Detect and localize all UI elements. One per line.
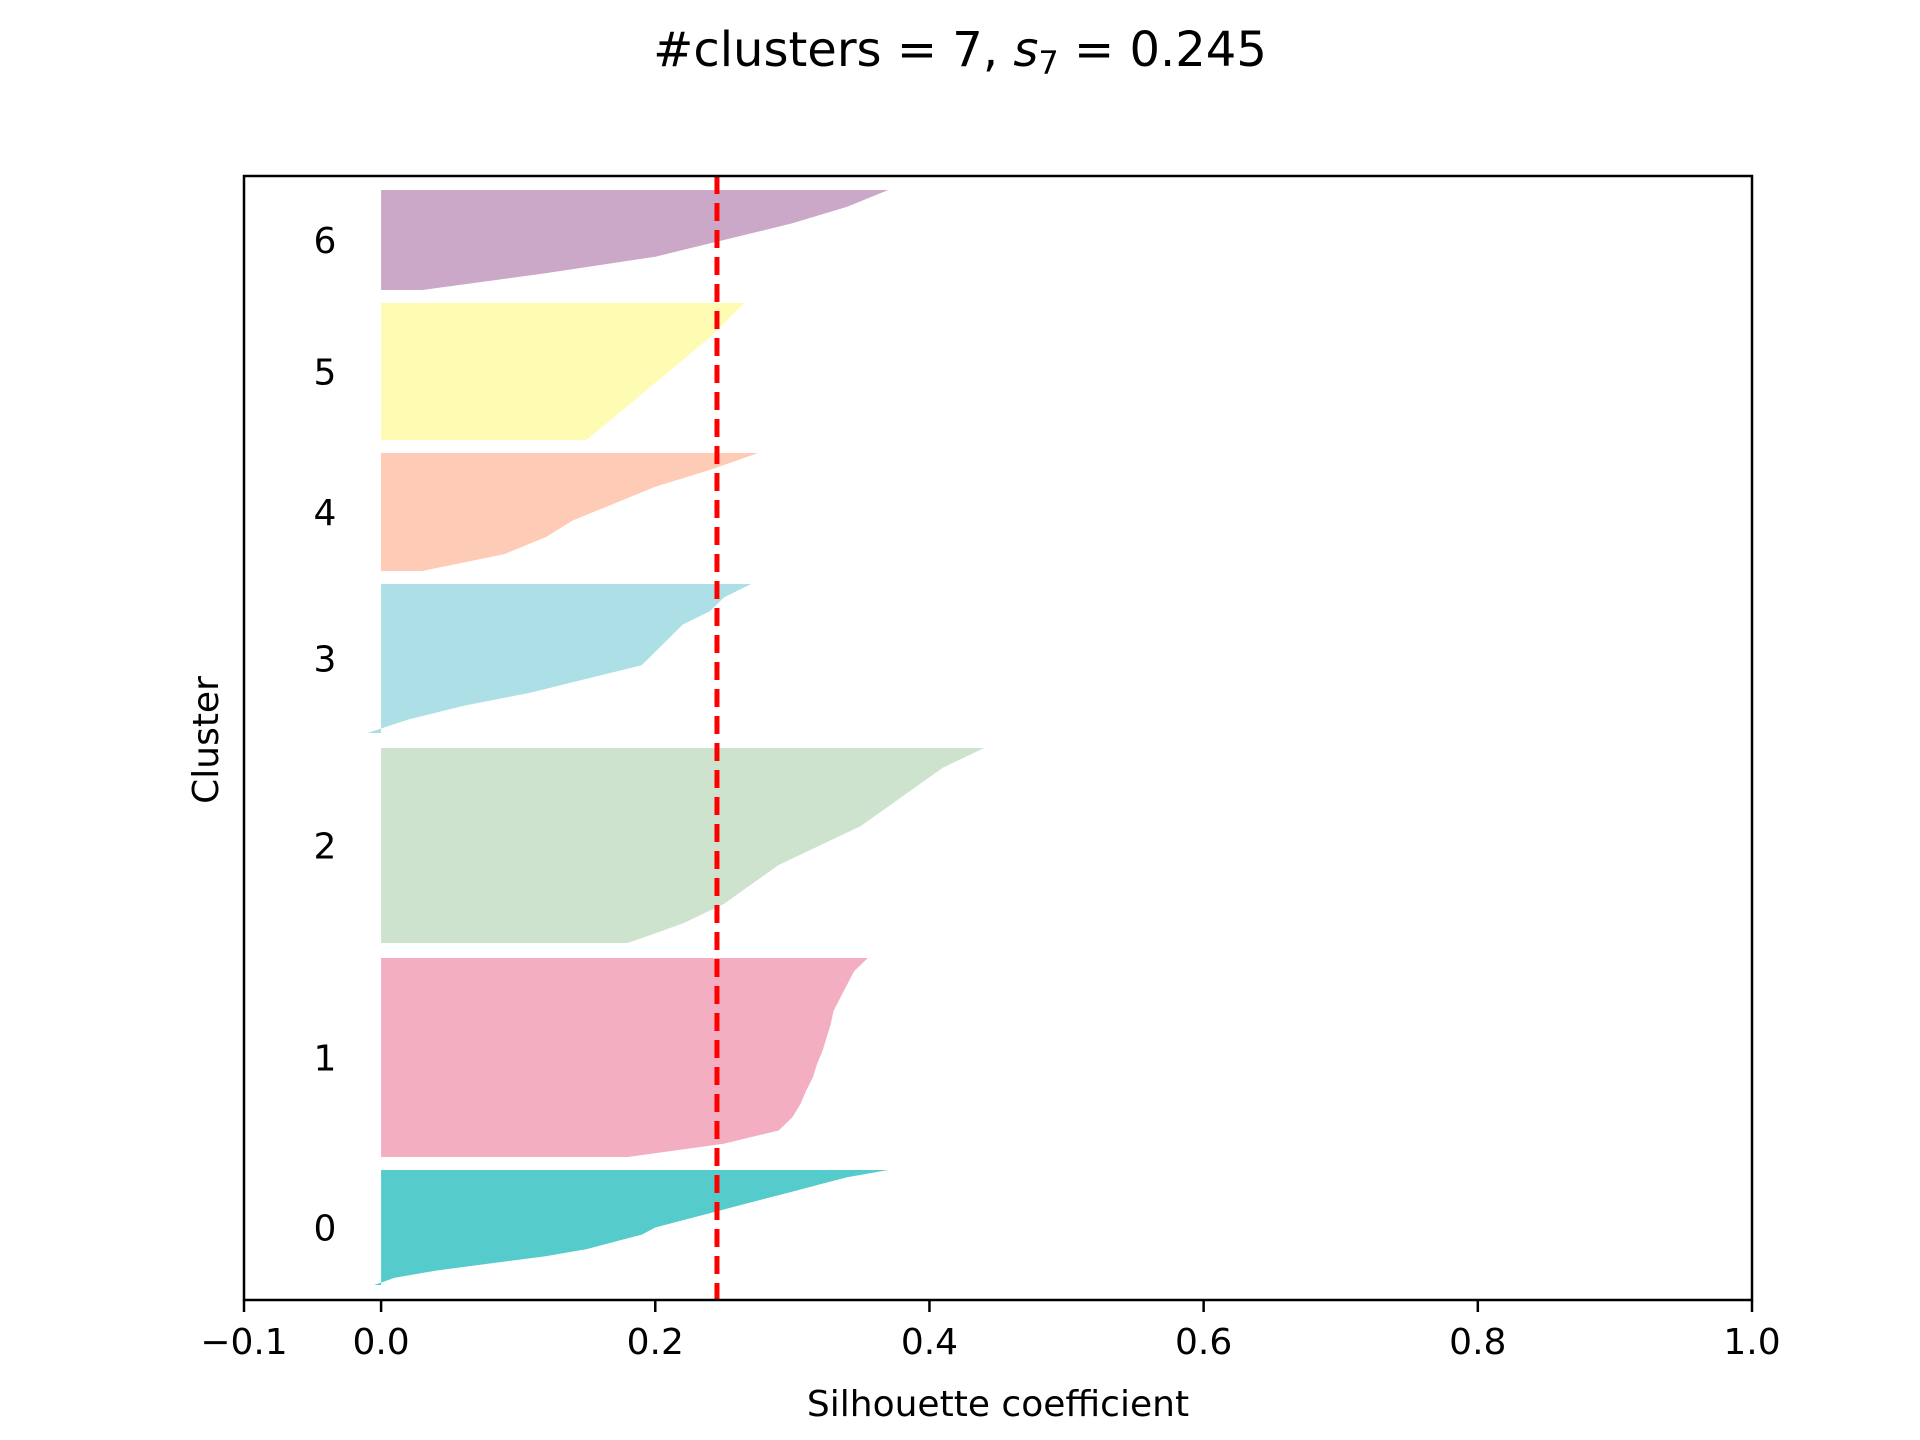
cluster-label-6: 6 bbox=[314, 221, 337, 262]
cluster-band-5 bbox=[381, 303, 745, 440]
x-tick-label: −0.1 bbox=[200, 1322, 287, 1363]
cluster-band-0 bbox=[374, 1170, 889, 1285]
cluster-label-2: 2 bbox=[314, 827, 337, 868]
x-axis-label: Silhouette coefficient bbox=[807, 1384, 1189, 1425]
x-tick-label: 0.6 bbox=[1175, 1322, 1232, 1363]
cluster-label-0: 0 bbox=[314, 1209, 337, 1250]
x-axis-ticks: −0.1 0.0 0.2 0.4 0.6 0.8 1.0 bbox=[200, 1300, 1781, 1363]
cluster-labels: 0 1 2 3 4 5 6 bbox=[314, 221, 337, 1250]
plot-frame bbox=[242, 174, 1754, 1302]
cluster-band-6 bbox=[381, 190, 889, 290]
cluster-label-5: 5 bbox=[314, 353, 337, 394]
title-symbol: s bbox=[1013, 22, 1039, 78]
cluster-band-3 bbox=[367, 584, 752, 733]
chart-title: #clusters = 7, s7 = 0.245 bbox=[0, 22, 1920, 82]
cluster-label-3: 3 bbox=[314, 640, 337, 681]
cluster-bands bbox=[367, 190, 985, 1285]
cluster-band-4 bbox=[381, 453, 759, 571]
x-tick-label: 0.4 bbox=[901, 1322, 958, 1363]
x-tick-label: 1.0 bbox=[1723, 1322, 1780, 1363]
cluster-label-4: 4 bbox=[314, 493, 337, 534]
title-subscript: 7 bbox=[1038, 44, 1059, 82]
x-tick-label: 0.2 bbox=[627, 1322, 684, 1363]
y-axis-label: Cluster bbox=[186, 676, 227, 804]
x-tick-label: 0.8 bbox=[1449, 1322, 1506, 1363]
title-suffix: = 0.245 bbox=[1058, 22, 1267, 78]
cluster-band-2 bbox=[381, 748, 985, 943]
x-tick-label: 0.0 bbox=[352, 1322, 409, 1363]
cluster-label-1: 1 bbox=[314, 1039, 337, 1080]
cluster-band-1 bbox=[381, 958, 868, 1157]
title-prefix: #clusters = 7, bbox=[653, 22, 1014, 78]
